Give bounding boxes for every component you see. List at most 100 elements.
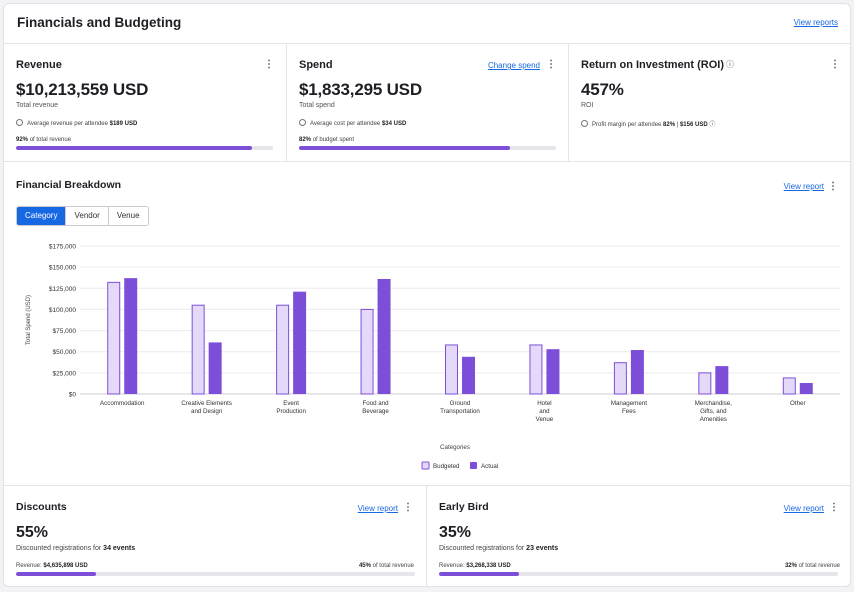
roi-card: Return on Investment (ROI) ⓘ ⋮ 457% ROI P… <box>569 44 850 162</box>
discounts-revenue-label: Revenue: <box>16 563 42 569</box>
x-tick-label: Transportation <box>440 408 480 415</box>
bar-actual <box>462 356 475 394</box>
user-circle-icon <box>299 119 306 126</box>
x-tick-label: Event <box>283 400 299 407</box>
revenue-meta: Average revenue per attendee $189 USD <box>16 119 137 127</box>
spend-percent-label: of budget spent <box>312 137 355 143</box>
early-bird-share: 32% of total revenue <box>785 563 840 569</box>
info-icon[interactable]: ⓘ <box>709 122 716 128</box>
x-tick-label: Accommodation <box>100 400 145 407</box>
tab-vendor[interactable]: Vendor <box>66 207 109 225</box>
early-bird-subtitle: Discounted registrations for 23 events <box>439 545 558 552</box>
user-circle-icon <box>581 120 588 127</box>
early-bird-share-value: 32% <box>784 563 797 569</box>
bar-budgeted <box>107 281 121 395</box>
discounts-revenue: Revenue: $4,635,898 USD <box>16 563 88 569</box>
discounts-card: Discounts View report ⋮ 55% Discounted r… <box>4 486 427 586</box>
x-tick-label: Amenities <box>700 416 727 423</box>
roi-meta-separator: | <box>676 122 679 128</box>
revenue-percent: 92% of total revenue <box>16 137 71 143</box>
change-spend-link[interactable]: Change spend <box>487 61 540 70</box>
spend-progress-fill <box>299 146 510 150</box>
spend-meta: Average cost per attendee $34 USD <box>299 119 406 127</box>
roi-meta-value: $156 USD <box>679 122 708 128</box>
tab-venue[interactable]: Venue <box>108 207 148 225</box>
revenue-progress-fill <box>16 146 253 150</box>
revenue-percent-label: of total revenue <box>29 137 72 143</box>
financials-panel: Financials and Budgeting View reports Re… <box>3 3 851 587</box>
discounts-revenue-value: $4,635,898 USD <box>43 563 88 569</box>
legend-label-actual: Actual <box>481 463 498 470</box>
revenue-progress-track <box>16 146 273 150</box>
roi-more-icon[interactable]: ⋮ <box>830 59 840 70</box>
x-tick-label: Other <box>790 400 805 407</box>
roi-meta: Profit margin per attendee 82% | $156 US… <box>581 119 715 128</box>
spend-percent: 82% of budget spent <box>299 137 354 143</box>
discounts-view-report-link[interactable]: View report <box>357 504 398 513</box>
y-tick-label: $100,000 <box>49 307 76 314</box>
bar-actual <box>124 278 138 394</box>
discounts-progress-fill <box>16 572 96 576</box>
roi-meta-pct: 82% <box>663 122 676 128</box>
bar-actual <box>208 342 222 394</box>
roi-value: 457% <box>581 80 624 99</box>
bar-budgeted <box>445 344 458 395</box>
revenue-subtitle: Total revenue <box>16 102 59 109</box>
revenue-value: $10,213,559 USD <box>16 80 149 99</box>
breakdown-more-icon[interactable]: ⋮ <box>828 181 838 192</box>
discounts-share-label: of total revenue <box>372 563 414 569</box>
spend-value: $1,833,295 USD <box>299 80 422 99</box>
x-tick-label: and <box>539 408 550 415</box>
early-bird-revenue: Revenue: $3,268,338 USD <box>439 563 511 569</box>
x-tick-label: Creative Elements <box>181 400 232 407</box>
spend-title: Spend <box>299 59 333 71</box>
view-reports-link[interactable]: View reports <box>793 18 838 27</box>
bar-actual <box>630 350 644 394</box>
bar-actual <box>293 291 307 394</box>
x-tick-label: Production <box>276 408 306 415</box>
early-bird-progress-track <box>439 572 838 576</box>
x-tick-label: Management <box>611 400 647 407</box>
discounts-title: Discounts <box>16 501 67 513</box>
financial-breakdown-title: Financial Breakdown <box>16 179 122 191</box>
x-tick-label: Gifts, and <box>700 408 727 415</box>
revenue-card: Revenue ⋮ $10,213,559 USD Total revenue … <box>4 44 287 162</box>
page-header: Financials and Budgeting View reports <box>4 4 850 44</box>
revenue-more-icon[interactable]: ⋮ <box>264 59 274 70</box>
early-bird-progress-fill <box>439 572 519 576</box>
discounts-more-icon[interactable]: ⋮ <box>403 502 413 513</box>
early-bird-card: Early Bird View report ⋮ 35% Discounted … <box>427 486 850 586</box>
bar-budgeted <box>698 372 712 395</box>
info-icon[interactable]: ⓘ <box>726 60 735 69</box>
page-title: Financials and Budgeting <box>17 15 182 30</box>
financial-breakdown-card: $0 $25,000 $50,000 $75,000 $100,000 $125,000 $… <box>4 162 850 486</box>
spend-more-icon[interactable]: ⋮ <box>546 59 556 70</box>
tab-category[interactable]: Category <box>17 207 67 225</box>
bar-budgeted <box>191 304 205 395</box>
bar-budgeted <box>529 344 543 395</box>
spend-percent-value: 82% <box>299 137 312 143</box>
early-bird-revenue-value: $3,268,338 USD <box>466 563 511 569</box>
legend-swatch-actual <box>470 462 477 469</box>
x-tick-label: Beverage <box>362 408 389 415</box>
y-tick-label: $50,000 <box>53 349 77 356</box>
early-bird-title: Early Bird <box>439 501 489 513</box>
early-bird-more-icon[interactable]: ⋮ <box>829 502 839 513</box>
roi-meta-label: Profit margin per attendee <box>592 122 662 128</box>
x-tick-label: Venue <box>536 416 554 423</box>
discounts-sub-value: 34 events <box>103 545 136 552</box>
early-bird-view-report-link[interactable]: View report <box>783 504 824 513</box>
revenue-percent-value: 92% <box>16 137 29 143</box>
x-axis-label: Categories <box>440 444 470 451</box>
breakdown-view-report-link[interactable]: View report <box>783 182 824 191</box>
bar-budgeted <box>782 377 796 395</box>
early-bird-value: 35% <box>439 524 472 541</box>
x-tick-label: Food and <box>362 400 389 407</box>
revenue-title: Revenue <box>16 59 62 71</box>
bar-actual <box>546 349 560 394</box>
roi-title: Return on Investment (ROI) <box>581 59 725 71</box>
bar-budgeted <box>613 362 627 395</box>
x-tick-label: Hotel <box>537 400 551 407</box>
early-bird-revenue-label: Revenue: <box>439 563 465 569</box>
early-bird-share-label: of total revenue <box>798 563 840 569</box>
